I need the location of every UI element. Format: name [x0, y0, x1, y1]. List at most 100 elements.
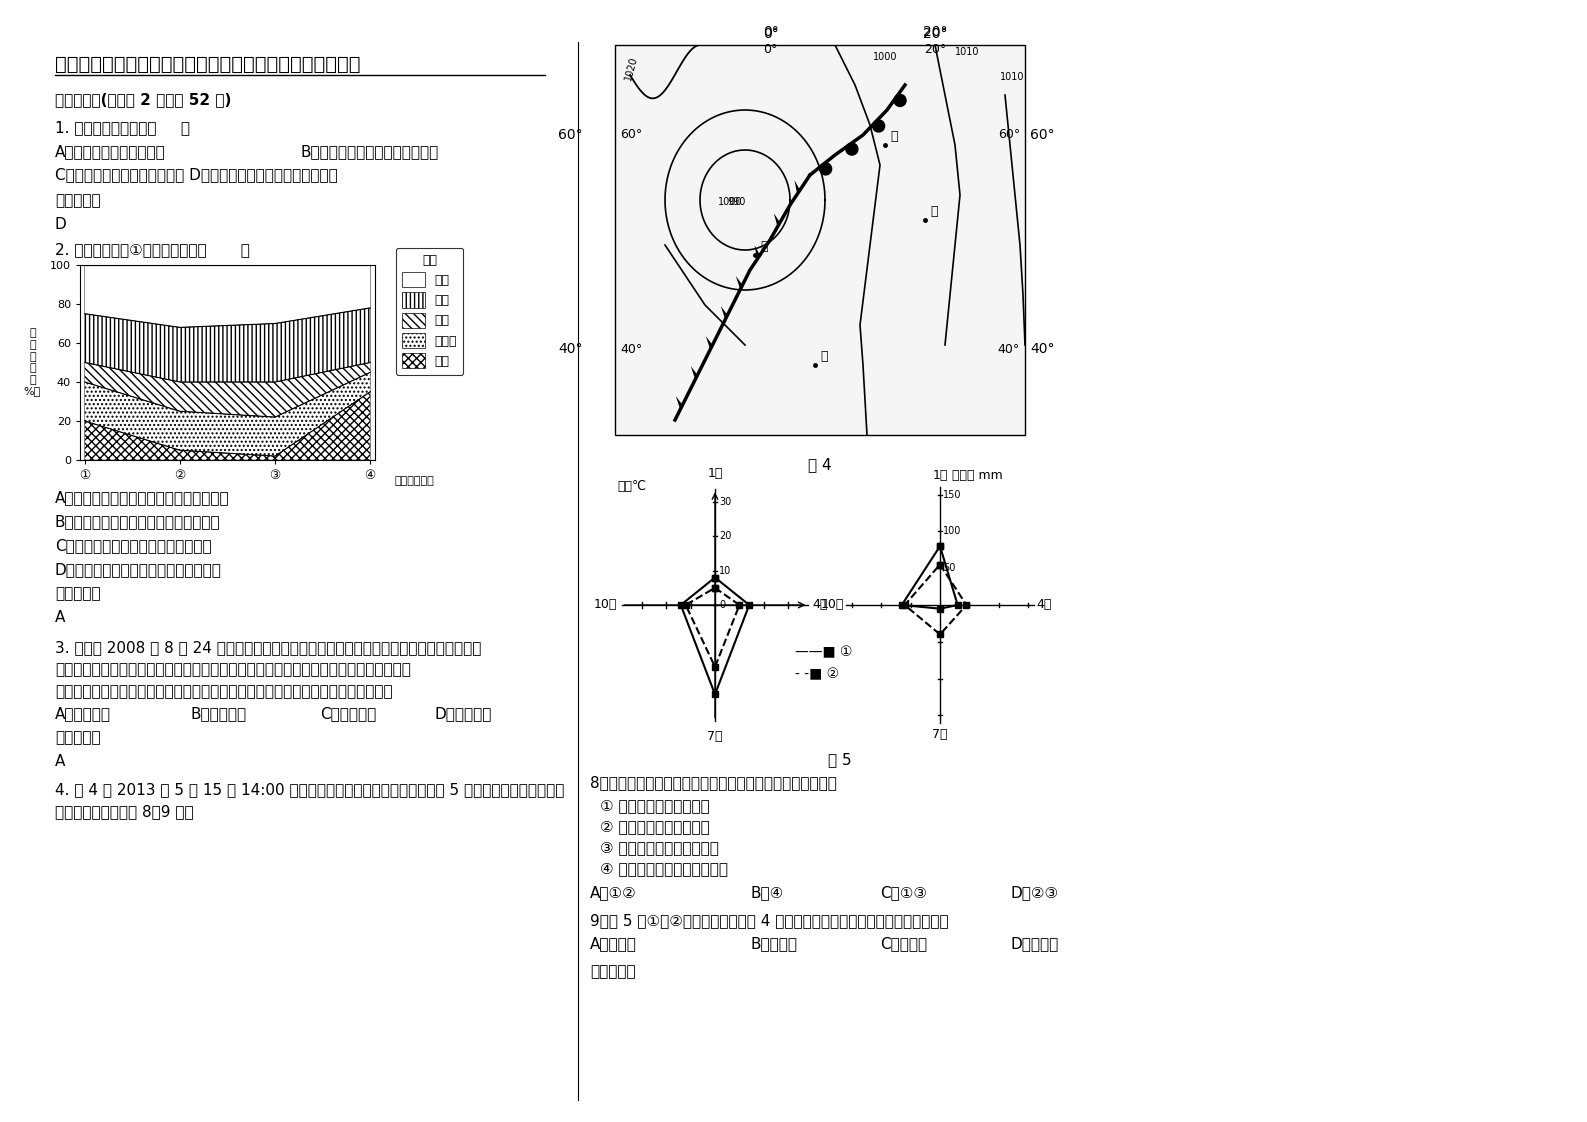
Text: 路开通为电厂带来了意想不到的新气象：青藏铁路开通以来，到羊八井观光的游客增加六: 路开通为电厂带来了意想不到的新气象：青藏铁路开通以来，到羊八井观光的游客增加六: [56, 662, 411, 677]
Text: 气温℃: 气温℃: [617, 480, 646, 493]
Text: 60°: 60°: [559, 128, 582, 141]
Text: 1月: 1月: [932, 469, 947, 482]
Text: 8．甲、乙、丙、丁四地天气状况及其成因的描述，可信的有: 8．甲、乙、丙、丁四地天气状况及其成因的描述，可信的有: [590, 775, 836, 790]
Legend: 其他, 市场, 原料, 劳动力, 科技: 其他, 市场, 原料, 劳动力, 科技: [397, 248, 463, 375]
Text: 1010: 1010: [1000, 72, 1025, 82]
Text: 60°: 60°: [1030, 128, 1055, 141]
Text: 40°: 40°: [998, 342, 1020, 356]
Text: 2. 关于工业模式①叙述正确的是（       ）: 2. 关于工业模式①叙述正确的是（ ）: [56, 242, 249, 257]
Text: C．甲、丁: C．甲、丁: [881, 936, 927, 951]
Text: 10: 10: [719, 565, 732, 576]
Text: 30: 30: [719, 497, 732, 507]
Text: B．乙、丙: B．乙、丙: [751, 936, 797, 951]
Text: 甲: 甲: [760, 240, 768, 252]
Text: （工业模式）: （工业模式）: [394, 476, 433, 486]
Text: D．传染扩散: D．传染扩散: [435, 706, 492, 721]
Text: 1. 日本农业的特点是（     ）: 1. 日本农业的特点是（ ）: [56, 120, 190, 135]
Text: 福建省南平市建瓯徐墩中学高三地理上学期期末试卷含解析: 福建省南平市建瓯徐墩中学高三地理上学期期末试卷含解析: [56, 55, 360, 74]
Text: 4. 图 4 是 2013 年 5 月 15 日 14:00 欧洲部分地区海平面等压线分布图，图 5 是两种气候类型的气温与: 4. 图 4 是 2013 年 5 月 15 日 14:00 欧洲部分地区海平面…: [56, 782, 565, 797]
Text: 1010: 1010: [955, 47, 979, 57]
Text: 降水量 mm: 降水量 mm: [952, 469, 1003, 482]
Polygon shape: [690, 366, 698, 379]
Text: A．甲、丙: A．甲、丙: [590, 936, 636, 951]
Text: 1月: 1月: [708, 467, 722, 480]
Text: 1000: 1000: [873, 52, 898, 62]
Text: C．精耕细作，以生产棉花为主 D．精耕细作，水稻单位面积产量高: C．精耕细作，以生产棉花为主 D．精耕细作，水稻单位面积产量高: [56, 167, 338, 182]
Polygon shape: [795, 181, 800, 194]
Circle shape: [873, 120, 884, 132]
Text: D．乙、丁: D．乙、丁: [1009, 936, 1059, 951]
Text: 20°: 20°: [922, 25, 947, 39]
Polygon shape: [754, 246, 760, 259]
Text: B．等级扩散: B．等级扩散: [190, 706, 246, 721]
Text: 20°: 20°: [924, 43, 946, 56]
Text: B．发展规模较大的企业化种植园: B．发展规模较大的企业化种植园: [300, 144, 438, 159]
Text: 9．图 5 中①、②所示气候类型与图 4 中甲、乙、丙、丁四地气候类型相对应的是: 9．图 5 中①、②所示气候类型与图 4 中甲、乙、丙、丁四地气候类型相对应的是: [590, 913, 949, 928]
Text: - -■ ②: - -■ ②: [795, 666, 840, 681]
Text: 10月: 10月: [820, 598, 844, 611]
Polygon shape: [706, 337, 713, 349]
Text: ② 乙地降雨，受暖锋影响: ② 乙地降雨，受暖锋影响: [600, 819, 709, 834]
Text: 1020: 1020: [624, 56, 640, 82]
Text: （
构
成
比
例
%）: （ 构 成 比 例 %）: [24, 329, 41, 396]
Text: 50: 50: [943, 563, 955, 573]
Text: A: A: [56, 754, 65, 769]
Text: ① 甲地阴雨，受冷锋影响: ① 甲地阴雨，受冷锋影响: [600, 798, 709, 813]
Text: 0°: 0°: [763, 27, 779, 42]
Text: 150: 150: [943, 489, 962, 499]
Text: 参考答案：: 参考答案：: [56, 586, 100, 601]
Text: D．②③: D．②③: [1009, 885, 1059, 900]
Text: ④ 丁地强风，受上升气流影响: ④ 丁地强风，受上升气流影响: [600, 861, 728, 876]
Text: B．④: B．④: [751, 885, 784, 900]
Text: 990: 990: [728, 197, 746, 206]
Text: C．为了降低成本，工业分布高度集中: C．为了降低成本，工业分布高度集中: [56, 539, 211, 553]
Text: C．刺激扩散: C．刺激扩散: [321, 706, 376, 721]
Text: 0: 0: [719, 600, 725, 610]
Circle shape: [819, 163, 832, 175]
Text: 20°: 20°: [922, 27, 947, 42]
Text: D．目前该产业在我国由沿海向内陆转移: D．目前该产业在我国由沿海向内陆转移: [56, 562, 222, 577]
Text: 40°: 40°: [559, 342, 582, 356]
Text: D: D: [56, 217, 67, 232]
Text: 成。据此回答游客看到的西藏喇嘛教最初由印度传入，其传播方式属于文化扩散中的: 成。据此回答游客看到的西藏喇嘛教最初由印度传入，其传播方式属于文化扩散中的: [56, 684, 392, 699]
Text: 40°: 40°: [621, 342, 643, 356]
Text: 图 5: 图 5: [828, 752, 852, 767]
Text: 丙: 丙: [930, 205, 938, 218]
Text: 3. 东方网 2008 年 8 月 24 日消息：西藏的羊八井地热电厂，是中国最大的地热电厂。青藏铁: 3. 东方网 2008 年 8 月 24 日消息：西藏的羊八井地热电厂，是中国最…: [56, 640, 481, 655]
Text: A．迁移扩散: A．迁移扩散: [56, 706, 111, 721]
Circle shape: [893, 94, 906, 107]
Bar: [616, 45, 1025, 435]
Text: ——■ ①: ——■ ①: [795, 645, 852, 659]
Text: 0°: 0°: [763, 43, 778, 56]
Circle shape: [846, 144, 859, 155]
Polygon shape: [774, 213, 779, 227]
Text: A: A: [56, 610, 65, 625]
Text: 丁: 丁: [820, 350, 827, 364]
Text: 0°: 0°: [763, 25, 779, 39]
Text: 4月: 4月: [1036, 598, 1051, 611]
Text: 降水量图，读图回答 8～9 题。: 降水量图，读图回答 8～9 题。: [56, 804, 194, 819]
Text: 1000: 1000: [717, 197, 743, 206]
Text: 参考答案：: 参考答案：: [56, 730, 100, 745]
Text: 4月: 4月: [813, 598, 828, 611]
Text: 60°: 60°: [621, 128, 643, 141]
Text: 20: 20: [719, 531, 732, 541]
Text: C．①③: C．①③: [881, 885, 927, 900]
Text: A．采用大型农业机械作业: A．采用大型农业机械作业: [56, 144, 165, 159]
Text: 10月: 10月: [594, 598, 617, 611]
Text: 40°: 40°: [1030, 342, 1054, 356]
Text: A．研究开发费用在销售额中所占的比例高: A．研究开发费用在销售额中所占的比例高: [56, 490, 230, 505]
Text: B．产品运输成本较高，布局宜靠近市场: B．产品运输成本较高，布局宜靠近市场: [56, 514, 221, 528]
Text: 参考答案：: 参考答案：: [590, 964, 636, 980]
Text: 一、选择题(每小题 2 分，共 52 分): 一、选择题(每小题 2 分，共 52 分): [56, 92, 232, 107]
Text: 7月: 7月: [708, 730, 722, 743]
Text: ③ 丙地晴朗，受反气旋影响: ③ 丙地晴朗，受反气旋影响: [600, 840, 719, 855]
Text: 7月: 7月: [932, 728, 947, 741]
Text: 图 4: 图 4: [808, 457, 832, 472]
Text: A．①②: A．①②: [590, 885, 636, 900]
Text: 乙: 乙: [890, 130, 898, 142]
Text: 60°: 60°: [998, 128, 1020, 141]
Polygon shape: [736, 276, 743, 289]
Polygon shape: [720, 306, 727, 320]
Text: 参考答案：: 参考答案：: [56, 193, 100, 208]
